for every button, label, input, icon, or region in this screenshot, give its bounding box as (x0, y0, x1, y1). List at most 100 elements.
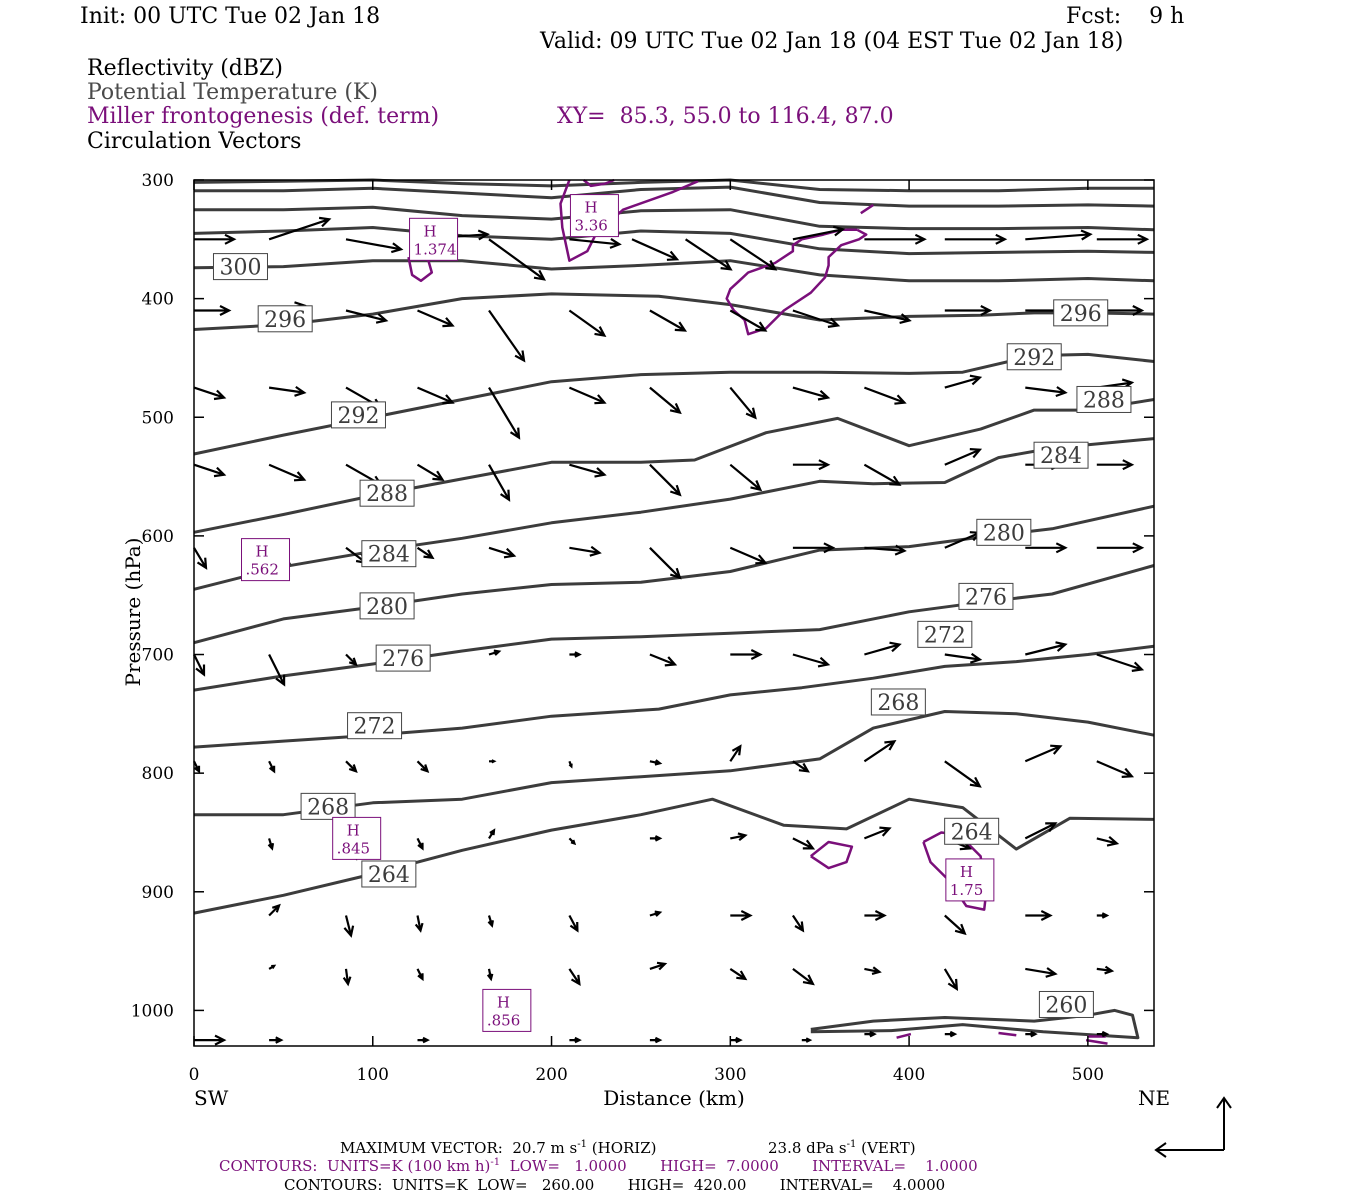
circulation-vector (730, 649, 763, 660)
circulation-vector (489, 759, 497, 764)
frontogenesis-max-box (569, 194, 619, 238)
theta-label-260: 260 (1038, 990, 1094, 1018)
max-vector-vert-exp: -1 (846, 1139, 857, 1150)
theta-label-box (944, 817, 1000, 845)
circulation-vector (267, 838, 275, 851)
theta-label-300: 300 (212, 253, 268, 281)
theta-contour-info: CONTOURS: UNITS=K LOW= 260.00 HIGH= 420.… (284, 1176, 946, 1194)
circulation-vector (1096, 912, 1110, 919)
theta-label-288: 288 (1076, 385, 1132, 413)
theta-label-box (359, 479, 415, 507)
frontogenesis-max-box (241, 538, 291, 582)
theta-label-288: 288 (359, 479, 415, 507)
y-axis-label: Pressure (hPa) (121, 538, 145, 687)
frontogenesis-max-box (945, 858, 995, 902)
theta-label-text: 272 (354, 715, 396, 740)
circulation-vector (864, 910, 887, 921)
circulation-vector (684, 238, 733, 271)
reference-vector-icon (1154, 1096, 1232, 1158)
circulation-vector (268, 964, 277, 970)
theta-label-box (958, 582, 1014, 610)
circulation-vector (792, 653, 831, 668)
circulation-vector (729, 744, 742, 762)
circulation-vector (269, 1036, 284, 1044)
frontogenesis-contour (860, 203, 874, 215)
theta-label-296: 296 (257, 305, 313, 333)
frontogenesis-max-1.75: H1.75 (945, 858, 995, 902)
circulation-vector (568, 760, 573, 769)
circulation-vector (193, 654, 206, 677)
theta-label-text: 280 (983, 521, 1025, 546)
circulation-vector (864, 309, 912, 324)
circulation-vector (268, 463, 307, 482)
theta-label-276: 276 (958, 582, 1014, 610)
circulation-vector (568, 968, 581, 986)
circulation-vector (488, 464, 511, 502)
theta-label-text: 284 (368, 543, 410, 568)
theta-label-284: 284 (361, 540, 417, 568)
valid-time: Valid: 09 UTC Tue 02 Jan 18 (04 EST Tue … (540, 29, 1124, 54)
circulation-vector (792, 542, 836, 554)
theta-label-280: 280 (359, 592, 415, 620)
right-endpoint-label: NE (1138, 1086, 1170, 1110)
frontogenesis-max-.845: H.845 (332, 816, 382, 860)
theta-label-268: 268 (300, 792, 356, 820)
circulation-vector (568, 309, 607, 337)
theta-label-box (1038, 990, 1094, 1018)
circulation-vector (487, 915, 494, 928)
theta-label-box (257, 305, 313, 333)
theta-label-box (347, 712, 403, 740)
theta-contour-268 (194, 710, 1155, 817)
circulation-vector (488, 546, 517, 559)
theta-contour-unlabeled (194, 205, 1155, 232)
theta-label-text: 284 (1040, 444, 1082, 469)
theta-label-text: 276 (382, 647, 424, 672)
circulation-vector (268, 385, 307, 397)
frontogenesis-max-box (482, 988, 532, 1032)
frontogenesis-max-value: .562 (246, 561, 279, 579)
circulation-vector (792, 225, 846, 241)
max-vector-vert-tag: (VERT) (861, 1139, 916, 1157)
circulation-vector (730, 1036, 743, 1044)
circulation-vector (631, 238, 680, 261)
frontogenesis-max-3.36: H3.36 (569, 194, 619, 238)
circulation-vector (649, 386, 682, 415)
y-tick-label: 400 (142, 290, 174, 310)
theta-contour-300 (193, 259, 1155, 283)
frontogenesis-max-symbol: H (424, 222, 437, 240)
theta-label-box (361, 540, 417, 568)
circulation-vector (864, 1030, 877, 1038)
circulation-vector (416, 546, 435, 560)
frontogenesis-contour (559, 179, 699, 262)
y-tick-label: 600 (142, 527, 174, 547)
circulation-vector (345, 653, 358, 667)
x-tick-label: 0 (189, 1065, 200, 1085)
circulation-vector (864, 233, 927, 245)
theta-label-text: 292 (337, 404, 379, 429)
theta-label-296: 296 (1053, 299, 1109, 327)
frontogenesis-max-symbol: H (497, 993, 510, 1011)
circulation-vector (416, 463, 445, 481)
circulation-vector (193, 463, 227, 478)
theta-label-276: 276 (375, 644, 431, 672)
theta-label-text: 300 (219, 256, 261, 281)
theta-label-text: 260 (1045, 993, 1087, 1018)
max-vector-horiz-value: MAXIMUM VECTOR: 20.7 m s (340, 1139, 578, 1157)
frontogenesis-contour-info: CONTOURS: UNITS=K (100 km h)-1 LOW= 1.00… (219, 1157, 978, 1175)
circulation-vector (1096, 233, 1150, 245)
field-title-frontogenesis: Miller frontogenesis (def. term) (87, 104, 440, 129)
circulation-vector (193, 386, 227, 401)
circulation-vector (488, 309, 526, 363)
circulation-vector (730, 832, 748, 841)
frontogenesis-max-1.374: H1.374 (409, 217, 459, 261)
theta-label-box (1053, 299, 1109, 327)
circulation-vector (569, 651, 582, 658)
circulation-vector (792, 386, 831, 401)
frontogenesis-max-value: .856 (487, 1011, 520, 1029)
circulation-vector (864, 386, 907, 405)
frontogenesis-max-.562: H.562 (241, 538, 291, 582)
theta-contour-unlabeled (193, 226, 1155, 256)
circulation-vector (649, 309, 688, 332)
theta-label-box (359, 592, 415, 620)
